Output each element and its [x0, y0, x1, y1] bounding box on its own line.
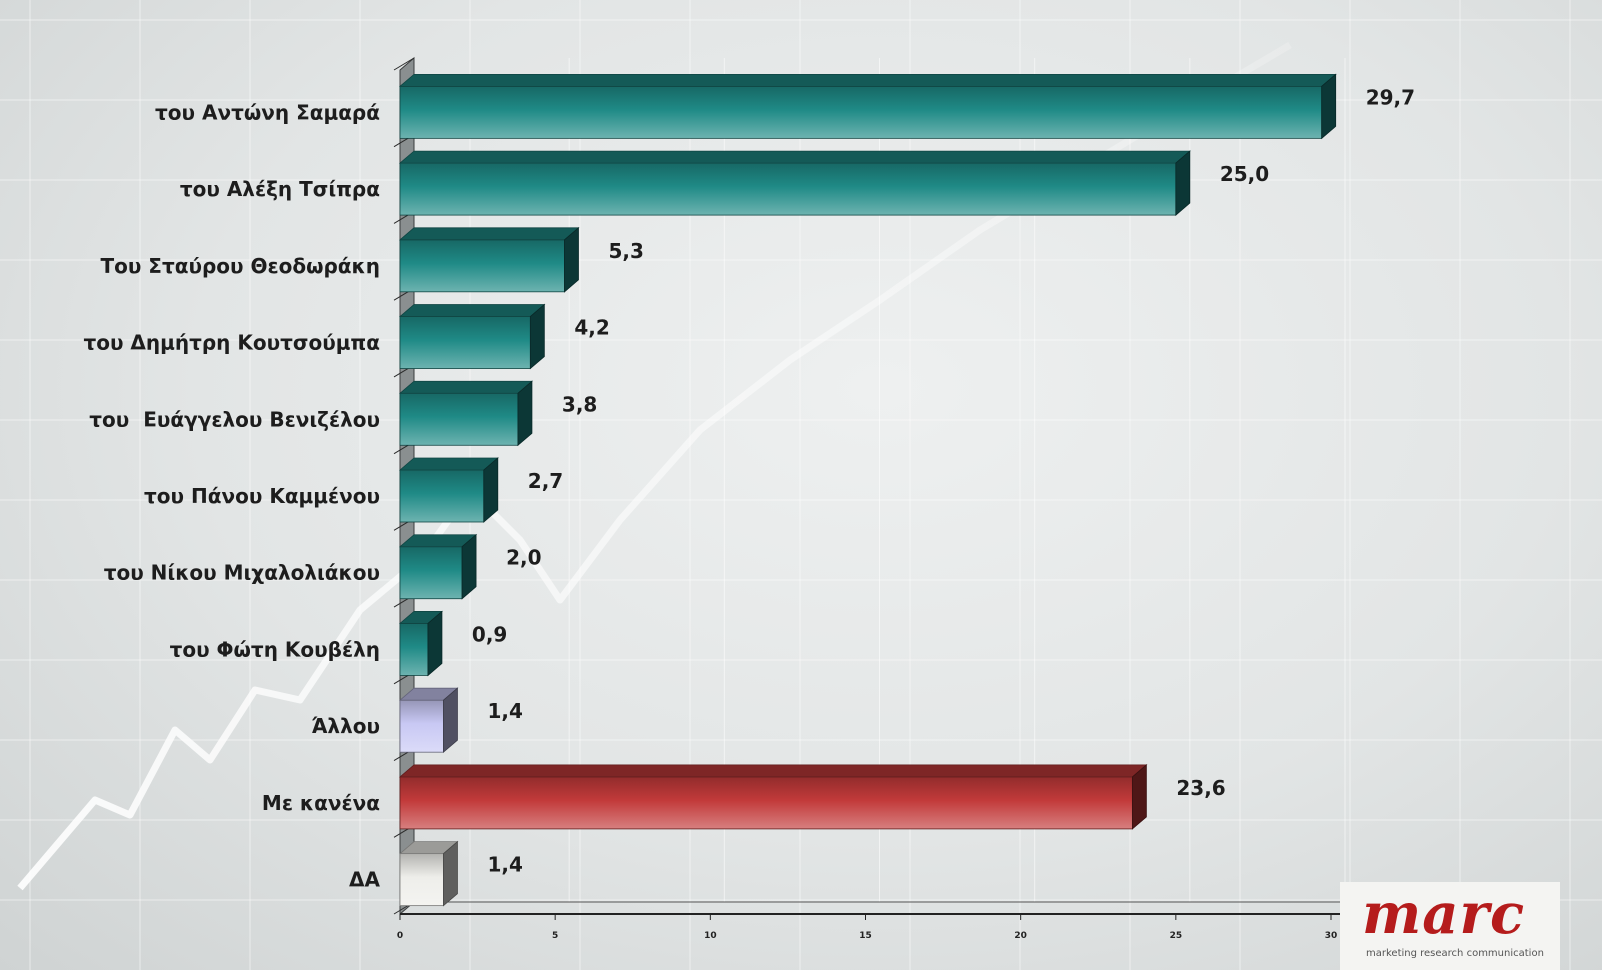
- bar: [398, 457, 499, 523]
- bar-top: [398, 150, 1191, 164]
- category-label: του Ευάγγελου Βενιζέλου: [89, 407, 380, 431]
- category-label: ΔΑ: [349, 868, 380, 892]
- value-label: 0,9: [472, 622, 507, 646]
- bar: [398, 840, 459, 907]
- category-label: Του Σταύρου Θεοδωράκη: [100, 254, 380, 278]
- bar-top: [398, 304, 546, 317]
- bar-side: [483, 457, 499, 523]
- value-label: 23,6: [1176, 776, 1225, 800]
- bar: [398, 380, 534, 447]
- bar: [398, 73, 1337, 140]
- bar-side: [529, 303, 545, 370]
- category-label: του Πάνου Καμμένου: [144, 484, 380, 508]
- bar-top: [398, 764, 1148, 778]
- bar-top: [398, 227, 580, 241]
- bar: [398, 687, 459, 754]
- category-label: του Αντώνη Σαμαρά: [155, 100, 380, 124]
- bar-side: [1175, 150, 1191, 216]
- value-label: 4,2: [574, 316, 609, 340]
- bar-top: [398, 380, 534, 394]
- marc-logo: marc marketing research communication: [1340, 882, 1560, 970]
- category-tick: [393, 57, 415, 71]
- bar-side: [443, 687, 458, 754]
- bar-front: [399, 85, 1323, 139]
- bar-front: [399, 392, 519, 446]
- x-tick-label: 5: [552, 931, 558, 941]
- bar-front: [399, 239, 565, 293]
- value-label: 25,0: [1220, 162, 1269, 186]
- bar-front: [399, 162, 1177, 216]
- bar-side: [517, 380, 533, 447]
- category-label: του Δημήτρη Κουτσούμπα: [83, 331, 380, 355]
- bar-top: [398, 457, 499, 471]
- category-label: του Νίκου Μιχαλολιάκου: [104, 561, 380, 585]
- bar-front: [399, 469, 485, 523]
- value-label: 2,0: [506, 546, 541, 570]
- value-label: 1,4: [487, 699, 522, 723]
- logo-tagline: marketing research communication: [1366, 948, 1544, 959]
- bar: [398, 303, 546, 370]
- bar-side: [1131, 764, 1147, 830]
- value-label: 2,7: [528, 469, 563, 493]
- bar: [398, 226, 580, 293]
- bar-side: [461, 533, 477, 600]
- bar: [398, 150, 1191, 216]
- value-label: 29,7: [1366, 85, 1415, 109]
- x-tick-label: 30: [1325, 931, 1338, 941]
- x-tick-label: 10: [704, 931, 717, 941]
- logo-wordmark: marc: [1362, 881, 1526, 947]
- bar-front: [399, 546, 463, 600]
- bar-side: [443, 840, 458, 907]
- bar-front: [399, 316, 531, 369]
- bar-side: [564, 226, 579, 293]
- x-tick-label: 15: [859, 931, 872, 941]
- bar-front: [399, 623, 429, 676]
- category-label: του Φώτη Κουβέλη: [170, 637, 380, 661]
- bar-front: [399, 776, 1133, 830]
- bar-front: [399, 853, 444, 907]
- bars: [398, 73, 1337, 907]
- bar-side: [427, 610, 443, 677]
- bar-top: [398, 73, 1337, 87]
- x-tick-label: 25: [1170, 931, 1183, 941]
- bar: [398, 533, 478, 600]
- x-tick-label: 20: [1014, 931, 1027, 941]
- bar-front: [399, 699, 444, 753]
- bar-side: [1321, 73, 1337, 140]
- category-label: του Αλέξη Τσίπρα: [180, 177, 380, 201]
- bar: [398, 610, 444, 677]
- value-label: 1,4: [487, 853, 522, 877]
- value-label: 5,3: [608, 239, 643, 263]
- value-label: 3,8: [562, 392, 597, 416]
- labels: 0 5 10 15 20 25 30 του Αντώνη Σαμαρά 29,7 του Αλέ…: [83, 85, 1415, 941]
- bar: [398, 764, 1148, 830]
- x-tick-label: 0: [397, 931, 403, 941]
- category-label: Άλλου: [311, 714, 380, 738]
- category-label: Με κανένα: [262, 791, 380, 815]
